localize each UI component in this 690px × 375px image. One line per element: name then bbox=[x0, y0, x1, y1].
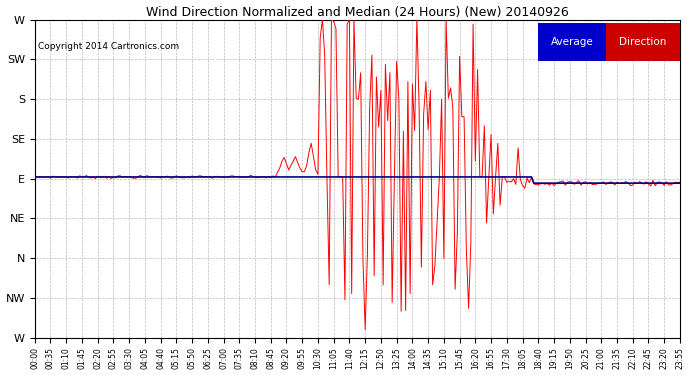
FancyBboxPatch shape bbox=[538, 23, 606, 61]
FancyBboxPatch shape bbox=[606, 23, 680, 61]
Text: Direction: Direction bbox=[619, 37, 667, 47]
Text: Average: Average bbox=[551, 37, 593, 47]
Title: Wind Direction Normalized and Median (24 Hours) (New) 20140926: Wind Direction Normalized and Median (24… bbox=[146, 6, 569, 18]
Text: Copyright 2014 Cartronics.com: Copyright 2014 Cartronics.com bbox=[38, 42, 179, 51]
